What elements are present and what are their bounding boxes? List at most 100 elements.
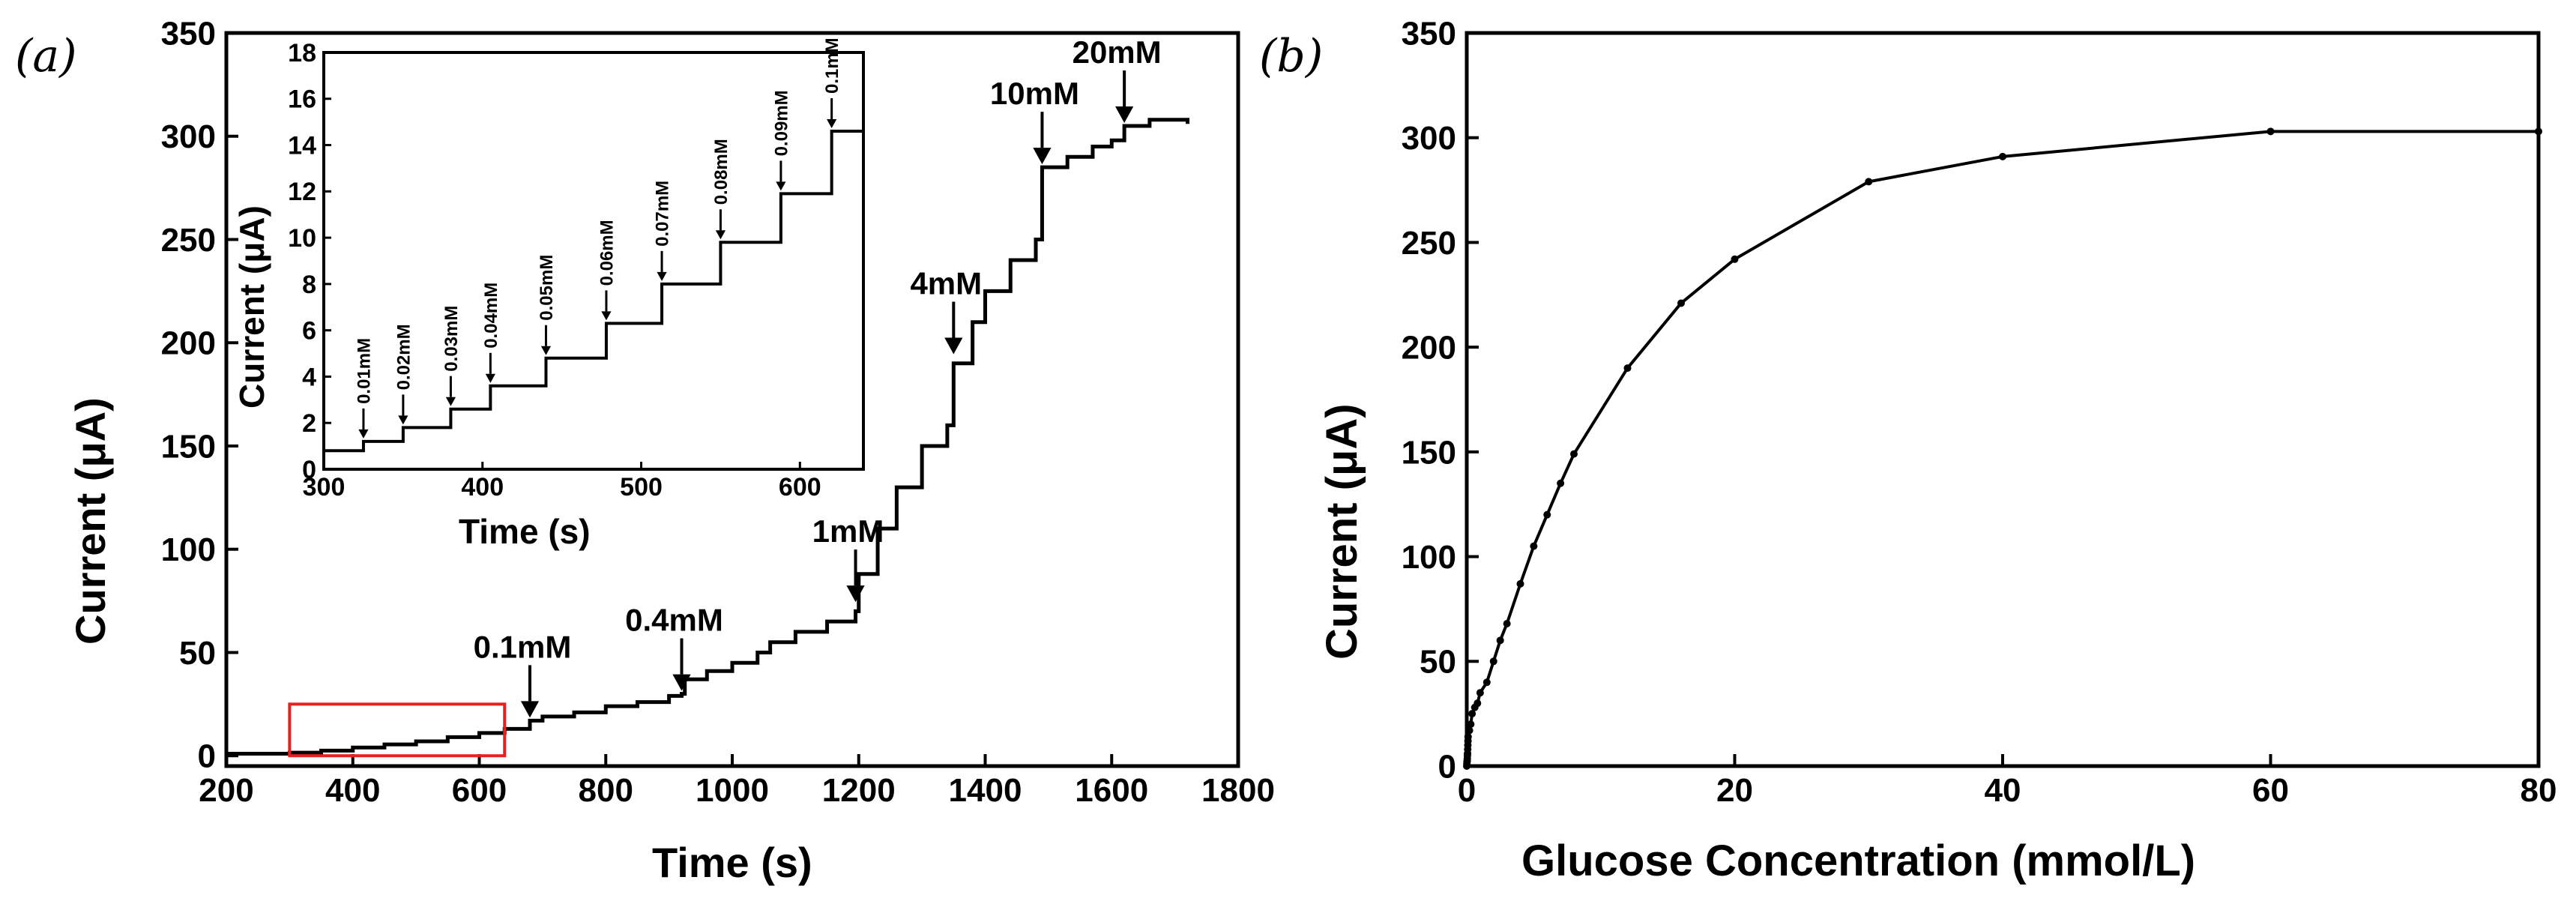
panel-b-data-point bbox=[2266, 127, 2275, 136]
inset-annotation-arrow-head bbox=[601, 311, 612, 321]
inset-annotation-label: 0.08mM bbox=[711, 139, 732, 205]
inset-annotation-label: 0.09mM bbox=[771, 90, 791, 156]
panel-b-data-point bbox=[1465, 726, 1473, 735]
panel-b-data-point bbox=[1503, 619, 1511, 627]
panel-a-annotation-arrow-head bbox=[1033, 148, 1052, 165]
panel-b-data-point bbox=[1999, 152, 2006, 160]
panel-a-xtick-label: 400 bbox=[325, 772, 380, 809]
panel-b-data-point bbox=[1464, 732, 1472, 741]
panel-a-annotation-label: 0.1mM bbox=[474, 629, 572, 664]
panel-a-annotation-arrow-head bbox=[846, 585, 865, 603]
panel-a-current-trace bbox=[226, 118, 1189, 756]
panel-a-ytick-label: 200 bbox=[161, 325, 216, 362]
panel-b-ytick-label: 100 bbox=[1402, 539, 1456, 576]
inset-annotation-label: 0.02mM bbox=[393, 324, 414, 390]
panel-b-ytick-label: 250 bbox=[1402, 225, 1456, 262]
inset-plot-frame bbox=[322, 51, 865, 471]
panel-a-annotation-label: 1mM bbox=[812, 513, 884, 549]
inset-annotation-arrow-head bbox=[485, 373, 495, 383]
panel-a-annotation-label: 0.4mM bbox=[625, 603, 723, 638]
panel-b-label: (b) bbox=[1259, 30, 1323, 82]
panel-b-data-point bbox=[1623, 364, 1632, 373]
panel-b-data-point bbox=[1570, 450, 1578, 458]
inset-annotation-arrow-head bbox=[445, 397, 456, 406]
panel-a-xtick-label: 800 bbox=[579, 772, 633, 809]
panel-a-label: (a) bbox=[15, 30, 77, 82]
panel-b-data-point bbox=[1530, 542, 1538, 550]
inset-ytick-label: 12 bbox=[288, 178, 316, 206]
panel-b-data-point bbox=[1467, 720, 1475, 729]
panel-a-xtick-label: 200 bbox=[199, 772, 253, 809]
panel-b-y-axis-title: Current (μA) bbox=[1318, 403, 1366, 660]
inset-ytick-label: 10 bbox=[288, 224, 316, 253]
inset-annotation-label: 0.04mM bbox=[481, 283, 501, 349]
panel-a-ytick-label: 100 bbox=[161, 531, 216, 568]
panel-b-x-axis-title: Glucose Concentration (mmol/L) bbox=[1521, 837, 2195, 885]
panel-b-data-point bbox=[1557, 479, 1565, 487]
inset-annotation-arrow-head bbox=[715, 230, 726, 240]
inset-ytick-label: 14 bbox=[288, 131, 316, 160]
panel-b-calibration-line bbox=[1465, 130, 2539, 767]
inset-ytick-label: 18 bbox=[288, 39, 316, 67]
panel-b-xtick-label: 80 bbox=[2521, 772, 2557, 809]
panel-b-ytick-label: 200 bbox=[1402, 330, 1456, 367]
panel-a-annotation-label: 4mM bbox=[910, 266, 982, 301]
inset-annotation-label: 0.1mM bbox=[822, 37, 842, 94]
inset-ytick-label: 4 bbox=[302, 363, 316, 391]
panel-a-ytick-label: 350 bbox=[161, 15, 216, 52]
inset-annotation-arrow-head bbox=[398, 415, 408, 425]
panel-b-ytick-label: 350 bbox=[1402, 15, 1456, 52]
panel-b-data-point bbox=[1473, 699, 1482, 708]
inset-xtick-label: 300 bbox=[303, 473, 346, 501]
panel-b-data-point bbox=[1476, 689, 1484, 697]
panel-a-xtick-label: 1200 bbox=[822, 772, 896, 809]
panel-b-ytick-label: 150 bbox=[1402, 434, 1456, 471]
panel-b-xtick-label: 60 bbox=[2252, 772, 2289, 809]
panel-b-data-point bbox=[1516, 579, 1524, 588]
panel-a-xtick-label: 1800 bbox=[1201, 772, 1275, 809]
inset-ytick-label: 2 bbox=[302, 409, 316, 438]
panel-a-xtick-label: 1600 bbox=[1075, 772, 1148, 809]
inset-x-axis-title: Time (s) bbox=[459, 512, 591, 551]
panel-b-data-point bbox=[1482, 678, 1491, 687]
inset-annotation-label: 0.07mM bbox=[652, 181, 672, 247]
panel-a-ytick-label: 150 bbox=[161, 428, 216, 465]
inset-annotation-arrow-head bbox=[657, 271, 667, 281]
panel-b-data-point bbox=[1677, 299, 1685, 307]
panel-a-ytick-label: 50 bbox=[179, 635, 216, 672]
panel-b-xtick-label: 20 bbox=[1716, 772, 1753, 809]
inset-annotation-label: 0.03mM bbox=[441, 306, 462, 372]
panel-b-ytick-label: 0 bbox=[1438, 748, 1456, 785]
inset-annotation-label: 0.01mM bbox=[354, 338, 374, 404]
panel-a-ytick-label: 300 bbox=[161, 118, 216, 155]
panel-b-data-point bbox=[1489, 657, 1497, 666]
panel-a-annotation-arrow-head bbox=[520, 701, 540, 718]
panel-b-data-point bbox=[1865, 178, 1873, 186]
inset-current-trace bbox=[324, 130, 863, 453]
inset-ytick-label: 0 bbox=[302, 456, 316, 484]
panel-a-xtick-label: 1000 bbox=[696, 772, 769, 809]
panel-b-data-point bbox=[1496, 636, 1504, 645]
panel-b-data-point bbox=[1731, 255, 1739, 263]
panel-b-data-point bbox=[2535, 127, 2542, 136]
panel-b-plot-frame bbox=[1465, 31, 2541, 768]
inset-y-axis-title: Current (μA) bbox=[232, 205, 271, 409]
panel-a-annotation-arrow-head bbox=[1115, 106, 1134, 123]
panel-a-annotation-label: 20mM bbox=[1073, 34, 1162, 70]
inset-annotation-label: 0.06mM bbox=[597, 220, 617, 286]
panel-a-annotation-arrow-head bbox=[944, 337, 963, 355]
panel-b-ytick-label: 300 bbox=[1402, 120, 1456, 157]
inset-xtick-label: 400 bbox=[461, 473, 504, 501]
inset-annotation-arrow-head bbox=[358, 429, 369, 439]
panel-b-ytick-label: 50 bbox=[1420, 644, 1456, 681]
inset-xtick-label: 600 bbox=[779, 473, 821, 501]
panel-a-annotation-arrow-head bbox=[672, 674, 691, 691]
inset-annotation-label: 0.05mM bbox=[537, 255, 557, 321]
inset-ytick-label: 16 bbox=[288, 85, 316, 114]
panel-a-xtick-label: 600 bbox=[452, 772, 507, 809]
inset-annotation-arrow-head bbox=[540, 346, 552, 355]
panel-a-x-axis-title: Time (s) bbox=[652, 839, 812, 886]
panel-a-ytick-label: 250 bbox=[161, 222, 216, 259]
panel-b-xtick-label: 0 bbox=[1458, 772, 1476, 809]
